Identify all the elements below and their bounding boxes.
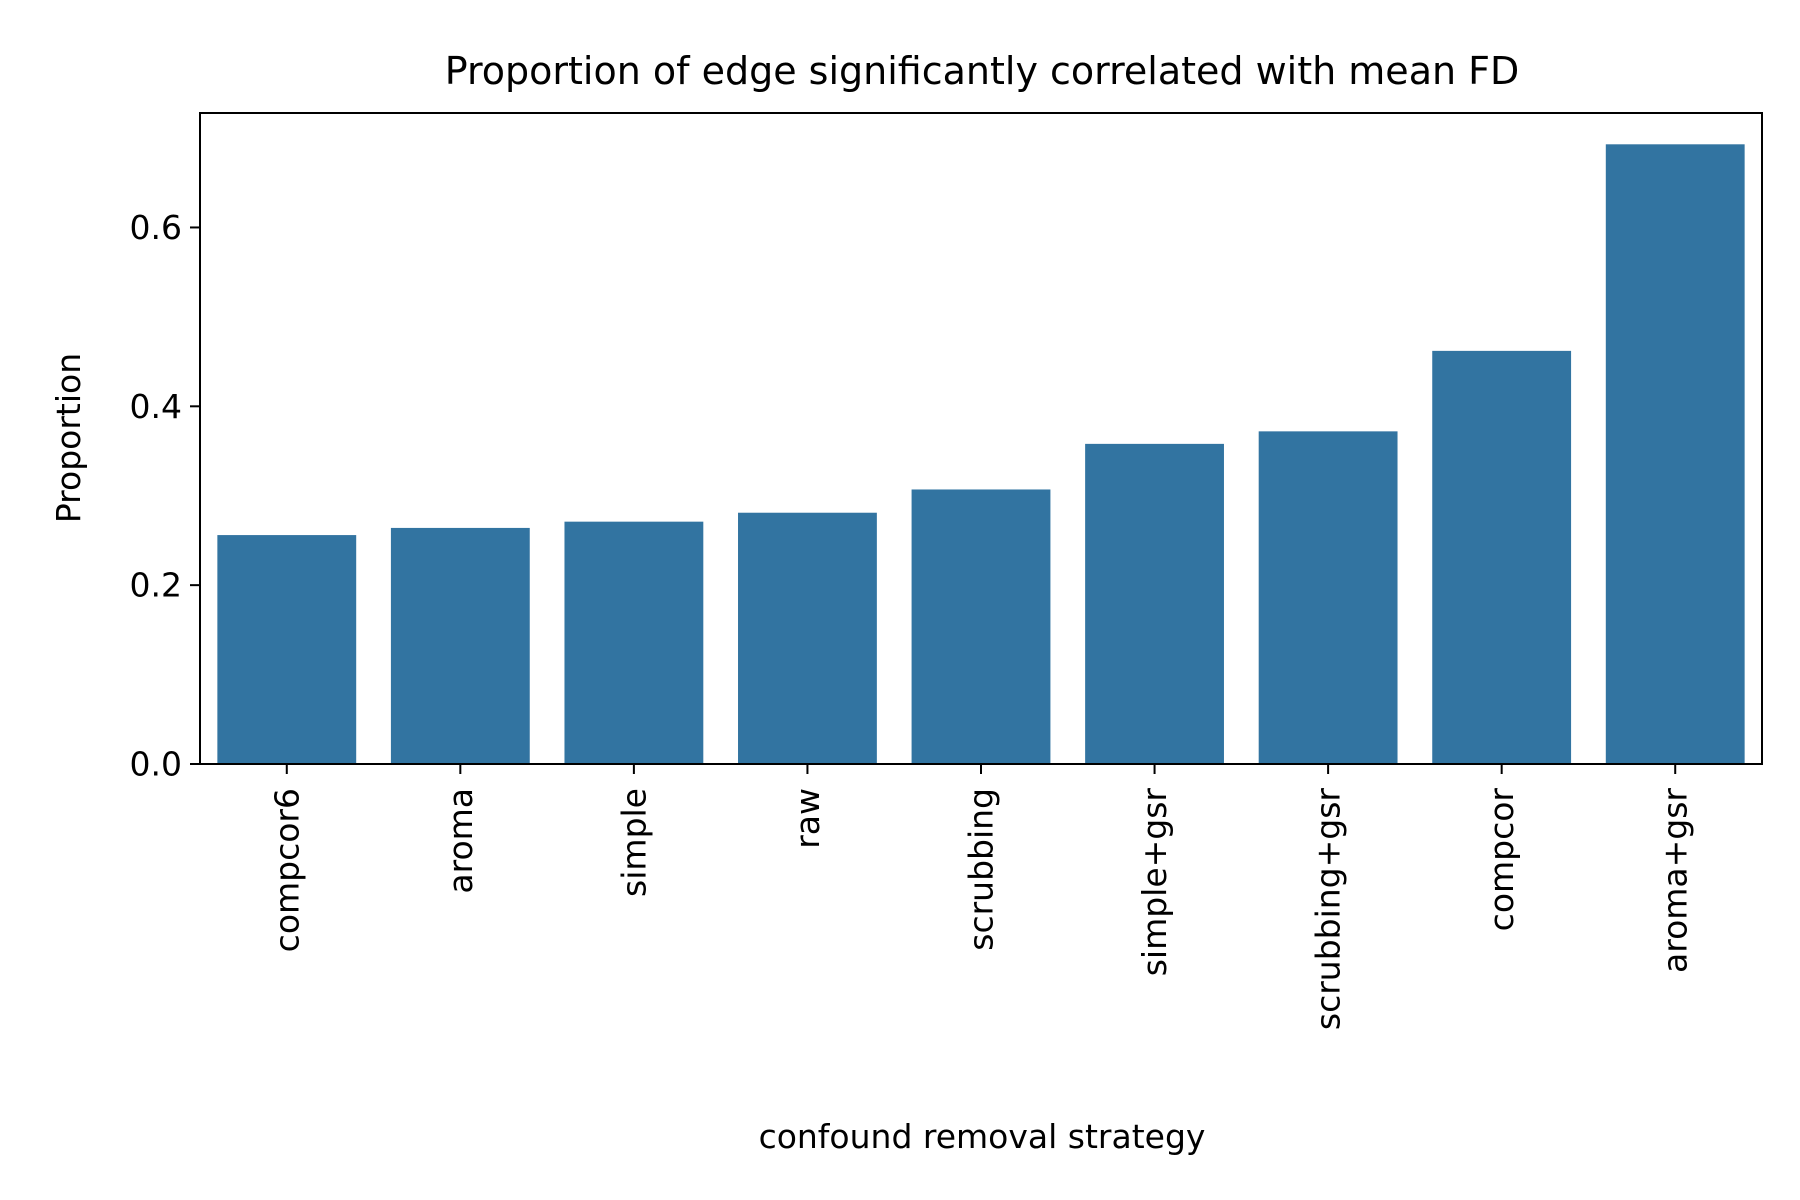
x-tick-label: scrubbing+gsr bbox=[1309, 788, 1348, 1031]
y-axis: 0.0 0.2 0.4 0.6 bbox=[130, 208, 200, 784]
x-tick-label: raw bbox=[788, 788, 827, 849]
bar-raw bbox=[738, 512, 877, 764]
y-axis-label: Proportion bbox=[49, 353, 88, 523]
bar-aroma bbox=[390, 527, 530, 764]
bar-compcor6 bbox=[217, 535, 357, 764]
x-tick-label: compcor6 bbox=[267, 788, 306, 952]
x-tick-label: compcor bbox=[1482, 788, 1521, 932]
chart-title: Proportion of edge significantly correla… bbox=[445, 49, 1520, 93]
bars-group bbox=[217, 144, 1745, 765]
bar-aroma+gsr bbox=[1605, 144, 1745, 765]
bar-scrubbing bbox=[911, 489, 1051, 764]
x-tick-label: scrubbing bbox=[962, 788, 1001, 951]
y-tick-label: 0.0 bbox=[130, 745, 182, 784]
y-tick-label: 0.2 bbox=[130, 566, 182, 605]
bar-scrubbing+gsr bbox=[1258, 431, 1398, 764]
y-tick-label: 0.6 bbox=[130, 208, 182, 247]
bar-simple+gsr bbox=[1085, 443, 1224, 764]
y-tick-label: 0.4 bbox=[130, 387, 182, 426]
x-tick-label: aroma bbox=[441, 788, 480, 894]
bar-compcor bbox=[1432, 350, 1572, 764]
x-axis-label: confound removal strategy bbox=[759, 1117, 1206, 1156]
bar-simple bbox=[564, 521, 704, 764]
x-tick-label: simple+gsr bbox=[1135, 788, 1174, 977]
x-axis: compcor6 aroma simple raw scrubbing simple+gs… bbox=[267, 764, 1695, 1031]
x-tick-label: aroma+gsr bbox=[1656, 788, 1695, 973]
x-tick-label: simple bbox=[614, 788, 653, 897]
